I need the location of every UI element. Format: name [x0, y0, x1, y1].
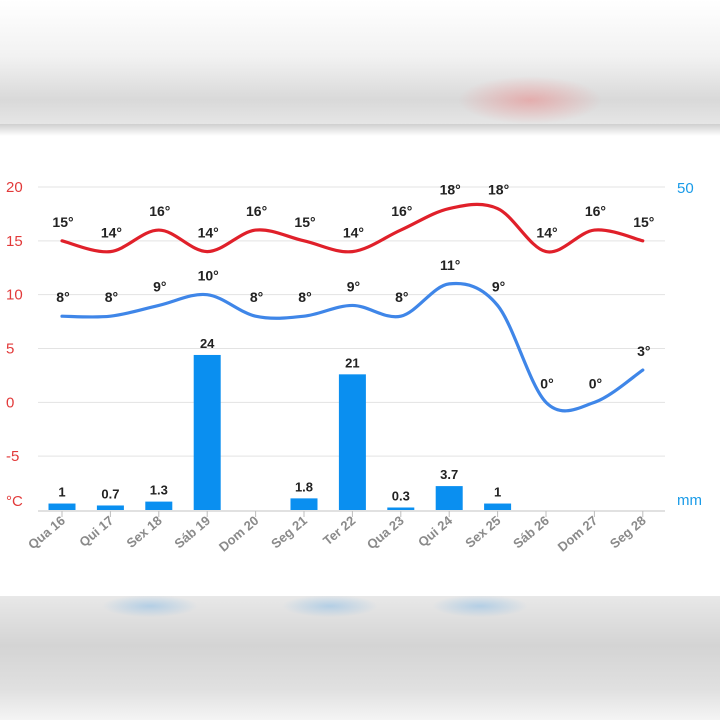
precipitation-value-label: 1.3 [150, 483, 168, 498]
low-temperature-label: 9° [492, 278, 505, 294]
low-temperature-label: 8° [298, 289, 311, 305]
x-tick-label: Sáb 26 [510, 513, 552, 551]
x-tick-label: Sex 25 [462, 513, 503, 551]
precipitation-value-label: 0.7 [101, 486, 119, 501]
low-temperature-label: 0° [540, 375, 553, 391]
precipitation-bar [387, 507, 415, 510]
precipitation-bar [290, 498, 318, 510]
x-tick-label: Qua 16 [25, 513, 68, 552]
x-tick-label: Qui 24 [415, 512, 456, 550]
precipitation-bar [145, 501, 173, 510]
high-temperature-label: 15° [294, 214, 315, 230]
precipitation-bars [48, 354, 512, 510]
low-temperature-label: 8° [105, 289, 118, 305]
low-temperature-label: 8° [250, 289, 263, 305]
precipitation-value-label: 1 [494, 485, 501, 500]
y-tick-label: 15 [6, 233, 23, 250]
low-temperature-label: 10° [198, 268, 219, 284]
high-temperature-label: 16° [585, 203, 606, 219]
blurred-header-background [0, 0, 720, 125]
high-temperature-label: 16° [149, 203, 170, 219]
temperature-lines [60, 202, 645, 413]
day-axis: Qua 16 Qui 17 Sex 18 Sáb 19 Dom 20 Seg 21 Ter … [25, 510, 665, 555]
precipitation-unit-label: mm [677, 492, 702, 509]
y-tick-label: 20 [6, 179, 23, 196]
low-temperature-label: 3° [637, 343, 650, 359]
precipitation-axis: 50 mm [677, 180, 702, 509]
precipitation-bar [193, 354, 221, 510]
x-tick-label: Sex 18 [124, 513, 165, 551]
low-temperature-line [60, 281, 645, 413]
low-temperature-label: 0° [589, 375, 602, 391]
y-tick-label: -5 [6, 448, 19, 465]
data-labels: 15°14°16°14°16°15°14°16°18° 18°14°16°15°8… [52, 182, 654, 504]
precipitation-value-label: 1.8 [295, 479, 313, 494]
low-temperature-label: 9° [153, 278, 166, 294]
right-tick-label: 50 [677, 180, 694, 197]
high-temperature-label: 14° [101, 225, 122, 241]
high-temperature-label: 14° [198, 225, 219, 241]
high-temperature-label: 14° [536, 225, 557, 241]
y-tick-label: 0 [6, 394, 14, 411]
precipitation-value-label: 0.3 [392, 489, 410, 504]
x-tick-label: Dom 27 [555, 513, 601, 555]
x-tick-label: Dom 20 [216, 513, 262, 555]
low-temperature-label: 8° [395, 289, 408, 305]
precipitation-value-label: 3.7 [440, 467, 458, 482]
precipitation-bar [48, 503, 76, 510]
high-temperature-label: 16° [391, 203, 412, 219]
low-temperature-label: 9° [347, 278, 360, 294]
high-temperature-label: 14° [343, 225, 364, 241]
y-tick-label: 5 [6, 341, 14, 358]
low-temperature-label: 11° [440, 257, 460, 273]
header-divider [0, 124, 720, 136]
temperature-unit-label: °C [6, 493, 23, 510]
blurred-footer-background [0, 596, 720, 720]
high-temperature-label: 16° [246, 203, 267, 219]
high-temperature-label: 18° [488, 182, 509, 198]
high-temperature-label: 15° [633, 214, 654, 230]
precipitation-bar [338, 374, 366, 510]
precipitation-bar [484, 503, 512, 510]
x-tick-label: Qui 17 [76, 513, 116, 550]
high-temperature-label: 18° [440, 182, 461, 198]
x-tick-label: Seg 21 [268, 513, 310, 551]
precipitation-value-label: 21 [345, 355, 359, 370]
x-tick-label: Sáb 19 [171, 513, 213, 551]
precipitation-value-label: 1 [58, 485, 65, 500]
high-temperature-label: 15° [52, 214, 73, 230]
y-tick-label: 10 [6, 287, 23, 304]
temperature-axis: 20 15 10 5 0 -5 °C [6, 179, 23, 510]
precipitation-bar [96, 505, 124, 510]
precipitation-bar [435, 486, 463, 510]
x-tick-label: Seg 28 [607, 513, 649, 551]
low-temperature-label: 8° [56, 289, 69, 305]
x-tick-label: Ter 22 [320, 513, 358, 548]
x-tick-label: Qua 23 [364, 513, 407, 552]
precipitation-value-label: 24 [200, 336, 215, 351]
